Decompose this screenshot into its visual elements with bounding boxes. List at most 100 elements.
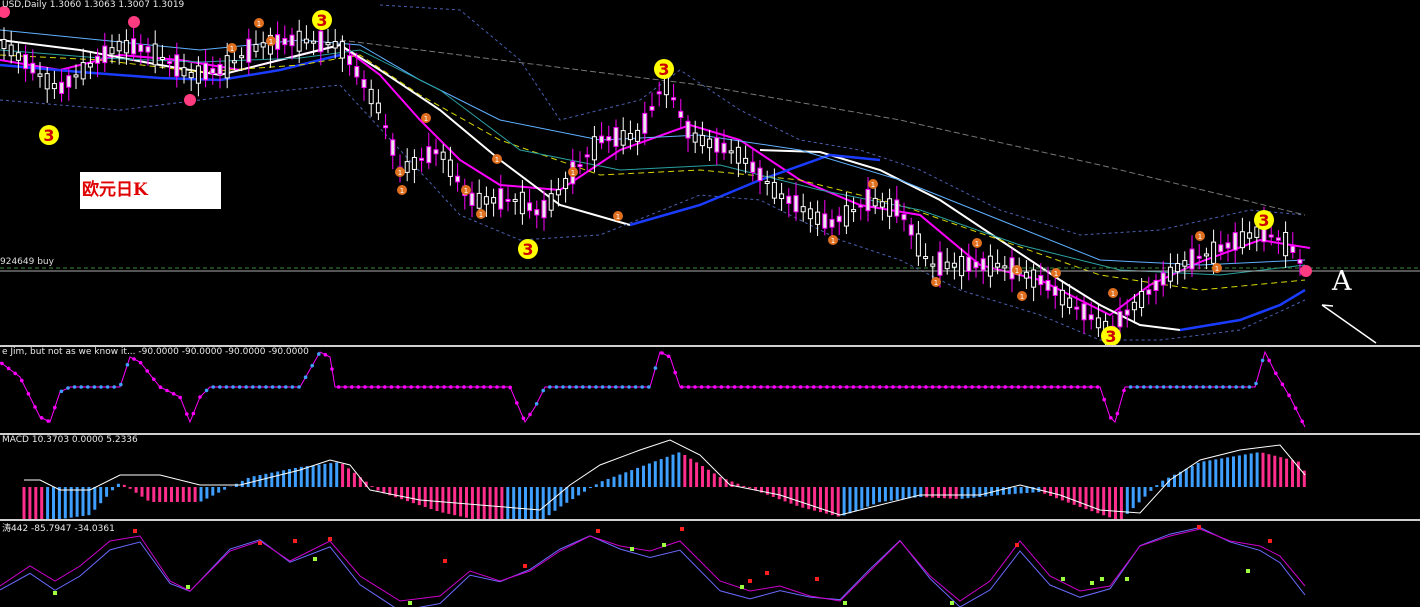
indicator-jim-dot bbox=[409, 385, 414, 389]
indicator-jim-dot bbox=[805, 385, 809, 389]
macd-histogram-bar bbox=[1302, 470, 1306, 487]
candle-body bbox=[1247, 232, 1253, 239]
candle-body bbox=[743, 157, 749, 164]
candle-body bbox=[858, 204, 864, 208]
macd-histogram-bar bbox=[382, 487, 386, 494]
small-fractal-icon bbox=[266, 36, 276, 46]
indicator-jim-dot bbox=[1095, 385, 1100, 389]
indicator-jim-dot bbox=[99, 385, 103, 389]
indicator-jim-dot bbox=[270, 385, 275, 389]
fractal-3-icon bbox=[1101, 326, 1121, 345]
macd-histogram-bar bbox=[1296, 461, 1300, 487]
indicator-jim-dot bbox=[112, 385, 116, 389]
indicator-jim-dot bbox=[26, 392, 31, 396]
pane-separator-2[interactable] bbox=[0, 433, 1420, 435]
indicator-jim-line bbox=[0, 350, 1306, 428]
indicator-jim-dot bbox=[343, 385, 348, 389]
price-chart-svg[interactable]: 3 3 3 3 3 3 1 1 1 1 1 1 1 1 1 1 1 1 1 1 1 1 1 1 1 1 1 bbox=[0, 0, 1420, 345]
macd-histogram-bar bbox=[848, 487, 852, 514]
indicator-jim-dot bbox=[1161, 385, 1166, 389]
indicator-jim-dot bbox=[746, 385, 750, 389]
candle-body bbox=[145, 46, 151, 53]
pane-separator-3[interactable] bbox=[0, 519, 1420, 521]
candle-body bbox=[80, 62, 86, 80]
candle-body bbox=[311, 40, 317, 44]
macd-histogram-bar bbox=[872, 487, 876, 505]
candle-body bbox=[8, 44, 14, 57]
candle-body bbox=[1297, 259, 1303, 264]
indicator-jim-dot bbox=[673, 370, 677, 375]
macd-histogram-bar bbox=[223, 487, 227, 490]
macd-histogram-bar bbox=[518, 487, 522, 519]
macd-histogram-bar bbox=[1149, 487, 1153, 491]
candle-body bbox=[1275, 237, 1281, 241]
macd-histogram-bar bbox=[122, 484, 126, 487]
indicator-jim-pane[interactable]: e Jim, but not as we know it... -90.0000… bbox=[0, 347, 1420, 433]
indicator-jim-dot bbox=[600, 385, 605, 389]
pane-separator-1[interactable] bbox=[0, 345, 1420, 347]
candle-body bbox=[433, 149, 439, 155]
main-chart-pane[interactable]: 3 3 3 3 3 3 1 1 1 1 1 1 1 1 1 1 1 1 1 1 1 1 1 1 1 1 1 USD,Daily 1.… bbox=[0, 0, 1420, 345]
macd-histogram-bar bbox=[594, 484, 598, 487]
macd-histogram-bar bbox=[270, 472, 274, 487]
small-fractal-icon bbox=[613, 211, 623, 221]
indicator-jim-dot bbox=[1254, 381, 1258, 386]
candle-body bbox=[1, 38, 7, 50]
indicator-jim-dot bbox=[13, 371, 17, 376]
macd-histogram-bar bbox=[358, 477, 362, 487]
small-fractal-label: 1 bbox=[424, 115, 428, 123]
small-fractal-icon bbox=[492, 154, 502, 164]
small-fractal-icon bbox=[1017, 291, 1027, 301]
candle-body bbox=[1290, 245, 1296, 253]
text-note-box[interactable]: 欧元日K bbox=[80, 172, 221, 209]
macd-histogram-bar bbox=[317, 464, 321, 487]
candle-body bbox=[332, 41, 338, 49]
macd-histogram-bar bbox=[170, 487, 173, 502]
indicator-jim-dot bbox=[772, 385, 776, 389]
candle-body bbox=[282, 37, 288, 46]
oscillator-pane[interactable]: 涛442 -85.7947 -34.0361 bbox=[0, 521, 1420, 607]
macd-histogram-bar bbox=[1055, 487, 1058, 499]
candle-body bbox=[411, 156, 417, 170]
indicator-jim-dot bbox=[726, 385, 730, 389]
indicator-jim-dot bbox=[290, 385, 295, 389]
indicator-jim-dot bbox=[864, 385, 869, 389]
macd-histogram-bar bbox=[488, 487, 492, 519]
candle-body bbox=[728, 150, 734, 154]
candle-body bbox=[131, 38, 137, 55]
candle-body bbox=[59, 81, 65, 95]
small-fractal-label: 1 bbox=[871, 181, 875, 189]
macd-histogram-bar bbox=[960, 487, 964, 499]
macd-histogram-bar bbox=[736, 483, 740, 487]
macd-histogram-bar bbox=[677, 452, 681, 487]
oscillator-green-marker bbox=[186, 585, 190, 589]
candle-body bbox=[894, 199, 900, 217]
candle-body bbox=[426, 146, 432, 164]
indicator-jim-dot bbox=[779, 385, 783, 389]
candle-body bbox=[181, 67, 187, 77]
candle-body bbox=[505, 198, 511, 202]
indicator-jim-dot bbox=[666, 354, 671, 359]
candle-body bbox=[138, 43, 144, 53]
candle-body bbox=[1268, 234, 1274, 238]
candle-body bbox=[671, 97, 677, 101]
indicator-jim-dot bbox=[693, 385, 697, 389]
candle-body bbox=[1196, 255, 1202, 259]
indicator-jim-dot bbox=[924, 385, 928, 389]
macd-histogram-bar bbox=[801, 487, 805, 508]
indicator-jim-dot bbox=[897, 385, 902, 389]
macd-histogram-bar bbox=[984, 487, 988, 497]
pink-fractal-icon bbox=[0, 6, 10, 18]
macd-pane[interactable]: MACD 10.3703 0.0000 5.2336 bbox=[0, 435, 1420, 519]
ma-lightblue-line bbox=[0, 29, 1306, 266]
indicator-jim-dot bbox=[59, 389, 64, 394]
macd-histogram-bar bbox=[889, 487, 893, 501]
macd-histogram-bar bbox=[730, 481, 734, 487]
fractal-3-icon bbox=[654, 59, 674, 79]
candle-body bbox=[1095, 317, 1101, 329]
candle-body bbox=[1153, 279, 1159, 291]
macd-histogram-bar bbox=[1155, 485, 1159, 487]
candle-body bbox=[303, 38, 309, 44]
oscillator-red-marker bbox=[748, 579, 752, 583]
macd-histogram-bar bbox=[34, 487, 38, 519]
